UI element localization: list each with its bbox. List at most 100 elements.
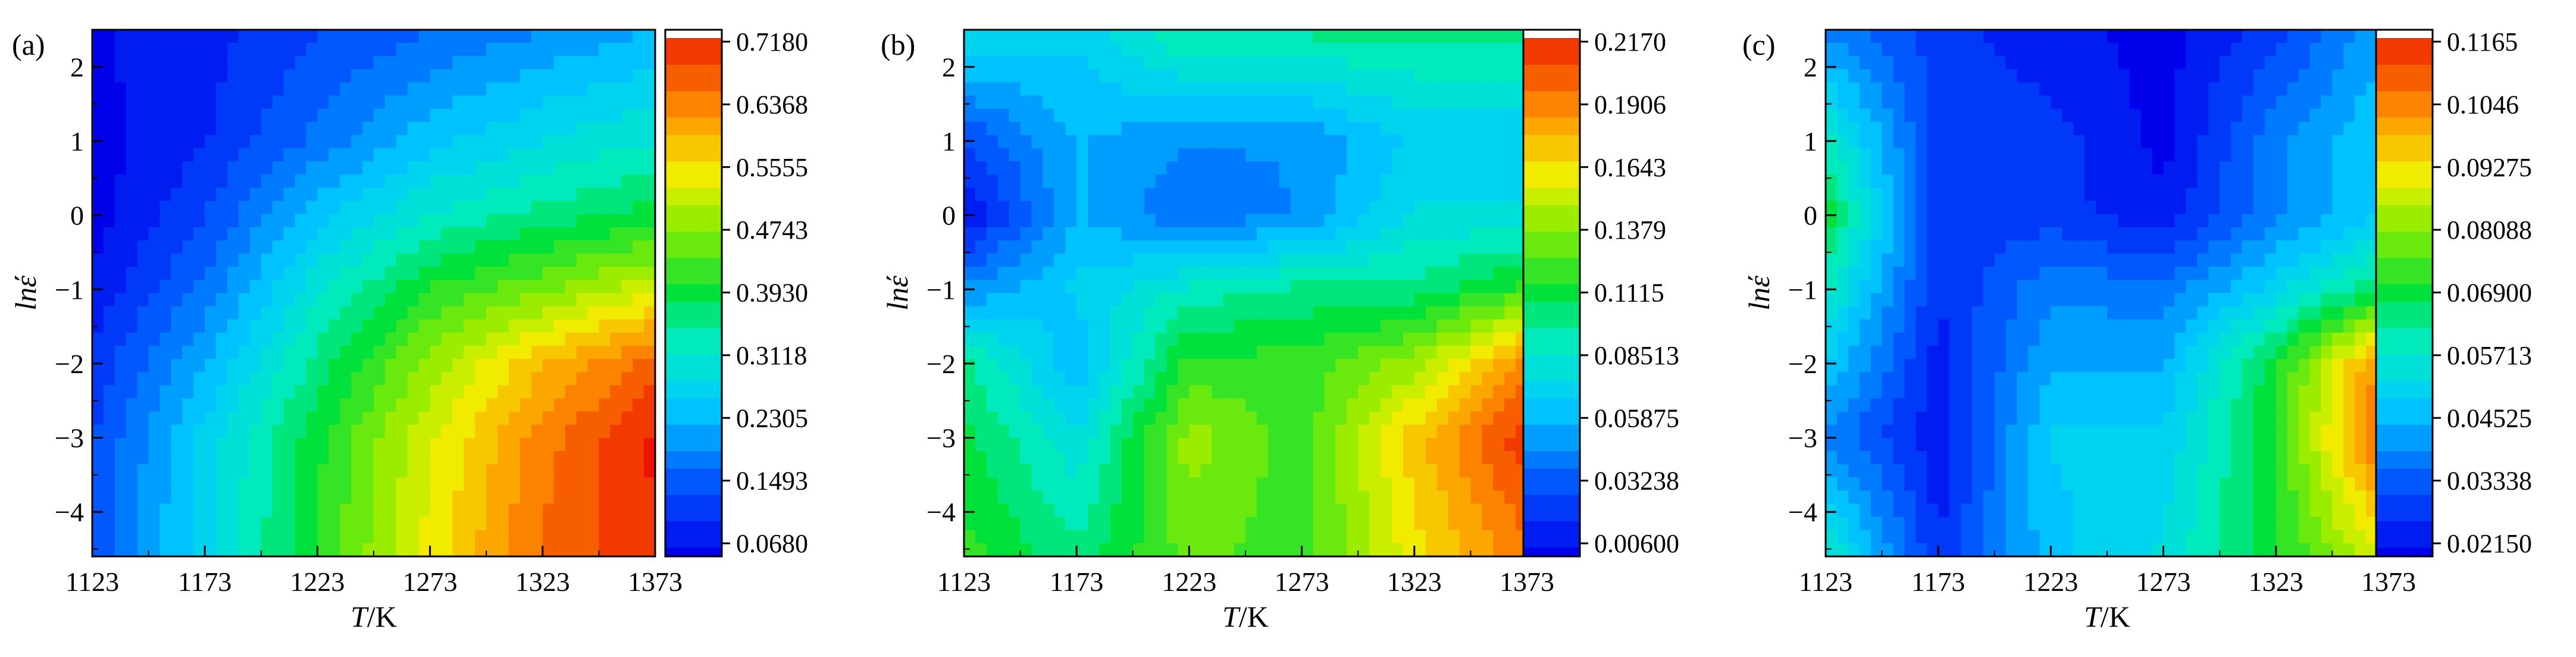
- heatmap-cell: [1279, 517, 1291, 531]
- heatmap-cell: [1436, 148, 1449, 162]
- heatmap-cell: [340, 135, 352, 149]
- heatmap-cell: [1110, 332, 1122, 346]
- heatmap-cell: [159, 227, 172, 241]
- heatmap-cell: [1403, 372, 1415, 386]
- heatmap-cell: [997, 477, 1010, 492]
- heatmap-cell: [272, 437, 284, 452]
- heatmap-cell: [633, 306, 644, 320]
- heatmap-cell: [407, 174, 420, 189]
- heatmap-cell: [2107, 214, 2119, 228]
- heatmap-cell: [1223, 503, 1235, 518]
- heatmap-cell: [351, 174, 363, 189]
- heatmap-cell: [441, 385, 453, 399]
- heatmap-cell: [486, 82, 498, 96]
- heatmap-cell: [249, 267, 262, 281]
- heatmap-cell: [1020, 451, 1032, 465]
- heatmap-cell: [1961, 56, 1973, 70]
- heatmap-cell: [114, 30, 127, 43]
- heatmap-cell: [295, 254, 307, 268]
- heatmap-cell: [486, 490, 498, 505]
- heatmap-cell: [1110, 451, 1122, 465]
- heatmap-cell: [1448, 503, 1460, 518]
- heatmap-cell: [193, 135, 205, 149]
- heatmap-cell: [396, 293, 408, 307]
- heatmap-cell: [986, 437, 999, 452]
- heatmap-cell: [306, 280, 318, 294]
- heatmap-cell: [986, 490, 999, 505]
- heatmap-cell: [2005, 43, 2018, 57]
- heatmap-cell: [126, 372, 138, 386]
- heatmap-cell: [114, 451, 127, 465]
- heatmap-cell: [1223, 517, 1235, 531]
- heatmap-cell: [238, 424, 251, 439]
- heatmap-cell: [114, 477, 127, 492]
- heatmap-cell: [2073, 121, 2085, 136]
- heatmap-cell: [441, 424, 453, 439]
- heatmap-cell: [2096, 69, 2108, 83]
- heatmap-cell: [1009, 69, 1021, 83]
- heatmap-cell: [441, 56, 453, 70]
- heatmap-cell: [2220, 201, 2231, 215]
- heatmap-cell: [238, 372, 251, 386]
- heatmap-cell: [565, 319, 577, 333]
- heatmap-cell: [227, 385, 239, 399]
- heatmap-cell: [1313, 398, 1325, 412]
- heatmap-cell: [1267, 477, 1280, 492]
- heatmap-cell: [553, 543, 566, 557]
- heatmap-cell: [1391, 332, 1404, 346]
- heatmap-cell: [1335, 82, 1348, 96]
- heatmap-cell: [1870, 214, 1883, 228]
- heatmap-cell: [407, 503, 420, 518]
- heatmap-cell: [1324, 267, 1336, 281]
- heatmap-cell: [441, 267, 453, 281]
- heatmap-cell: [159, 503, 172, 518]
- heatmap-cell: [351, 280, 363, 294]
- heatmap-cell: [193, 530, 205, 544]
- heatmap-cell: [148, 214, 161, 228]
- heatmap-cell: [148, 451, 161, 465]
- heatmap-cell: [441, 359, 453, 373]
- heatmap-cell: [610, 174, 622, 189]
- heatmap-cell: [430, 293, 442, 307]
- heatmap-cell: [362, 464, 374, 478]
- heatmap-cell: [1223, 82, 1235, 96]
- heatmap-cell: [621, 135, 633, 149]
- heatmap-cell: [171, 332, 183, 346]
- heatmap-cell: [1054, 240, 1066, 254]
- heatmap-cell: [497, 82, 509, 96]
- heatmap-cell: [1121, 56, 1134, 70]
- heatmap-cell: [1223, 306, 1235, 320]
- heatmap-cell: [1949, 30, 1961, 43]
- heatmap-cell: [1381, 43, 1392, 57]
- heatmap-cell: [407, 240, 420, 254]
- heatmap-cell: [362, 95, 374, 110]
- heatmap-cell: [975, 517, 987, 531]
- heatmap-cell: [1482, 227, 1494, 241]
- heatmap-cell: [351, 503, 363, 518]
- heatmap-cell: [1301, 451, 1314, 465]
- heatmap-cell: [92, 267, 104, 281]
- heatmap-cell: [576, 254, 589, 268]
- heatmap-cell: [1893, 95, 1905, 110]
- heatmap-cell: [1223, 424, 1235, 439]
- heatmap-cell: [1290, 82, 1303, 96]
- heatmap-cell: [1470, 187, 1483, 202]
- heatmap-cell: [1436, 121, 1449, 136]
- heatmap-cell: [407, 267, 420, 281]
- heatmap-cell: [542, 187, 555, 202]
- heatmap-cell: [430, 30, 442, 43]
- heatmap-cell: [1200, 82, 1213, 96]
- heatmap-cell: [1212, 30, 1223, 43]
- heatmap-cell: [407, 95, 420, 110]
- heatmap-cell: [1256, 135, 1269, 149]
- heatmap-cell: [1155, 490, 1168, 505]
- heatmap-cell: [1054, 148, 1066, 162]
- heatmap-cell: [1324, 306, 1336, 320]
- heatmap-cell: [249, 227, 262, 241]
- heatmap-cell: [633, 280, 644, 294]
- heatmap-cell: [148, 332, 161, 346]
- heatmap-cell: [2366, 174, 2378, 189]
- heatmap-cell: [1335, 517, 1348, 531]
- heatmap-cell: [1020, 280, 1032, 294]
- heatmap-cell: [430, 240, 442, 254]
